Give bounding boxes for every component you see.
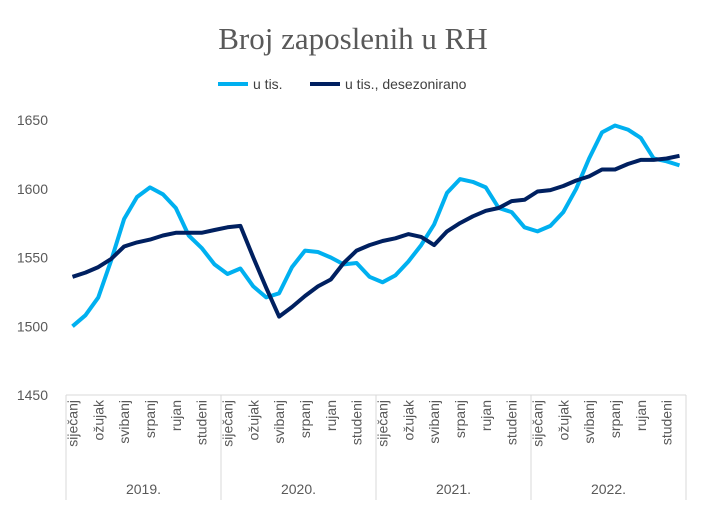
month-label: rujan [323, 400, 339, 431]
month-label: srpanj [142, 400, 158, 438]
y-tick-label: 1550 [17, 250, 48, 266]
month-label: studeni [504, 400, 520, 445]
plot-lines [71, 123, 681, 328]
legend-label-series-1: u tis., desezonirano [345, 76, 467, 92]
y-axis: 1450 1500 1550 1600 1650 [17, 112, 48, 403]
month-label: ožujak [555, 399, 571, 440]
month-label: siječanj [64, 400, 80, 447]
x-axis: 2019. siječanj ožujak svibanj srpanj rujan stu… [64, 394, 687, 500]
year-label: 2021. [436, 481, 471, 497]
month-label: studeni [349, 400, 365, 445]
month-label: ožujak [245, 399, 261, 440]
month-label: ožujak [90, 399, 106, 440]
month-label: svibanj [426, 400, 442, 444]
month-label: siječanj [219, 400, 235, 447]
month-label: svibanj [116, 400, 132, 444]
month-label: studeni [659, 400, 675, 445]
y-tick-label: 1450 [17, 387, 48, 403]
y-tick-label: 1600 [17, 181, 48, 197]
y-tick-label: 1500 [17, 318, 48, 334]
year-label: 2019. [126, 481, 161, 497]
month-label: srpanj [297, 400, 313, 438]
series-line-1 [71, 153, 680, 319]
month-label: rujan [478, 400, 494, 431]
month-label: rujan [633, 400, 649, 431]
month-label: svibanj [271, 400, 287, 444]
series-line-0 [71, 123, 681, 328]
month-label: studeni [194, 400, 210, 445]
chart-title: Broj zaposlenih u RH [218, 21, 488, 56]
month-label: siječanj [374, 400, 390, 447]
month-label: svibanj [581, 400, 597, 444]
month-label: srpanj [607, 400, 623, 438]
y-tick-label: 1650 [17, 112, 48, 128]
month-label: ožujak [400, 399, 416, 440]
month-label: srpanj [452, 400, 468, 438]
month-label: rujan [168, 400, 184, 431]
legend-label-series-0: u tis. [253, 76, 283, 92]
year-label: 2022. [591, 481, 626, 497]
legend: u tis. u tis., desezonirano [218, 76, 467, 92]
month-label: siječanj [529, 400, 545, 447]
year-label: 2020. [281, 481, 316, 497]
